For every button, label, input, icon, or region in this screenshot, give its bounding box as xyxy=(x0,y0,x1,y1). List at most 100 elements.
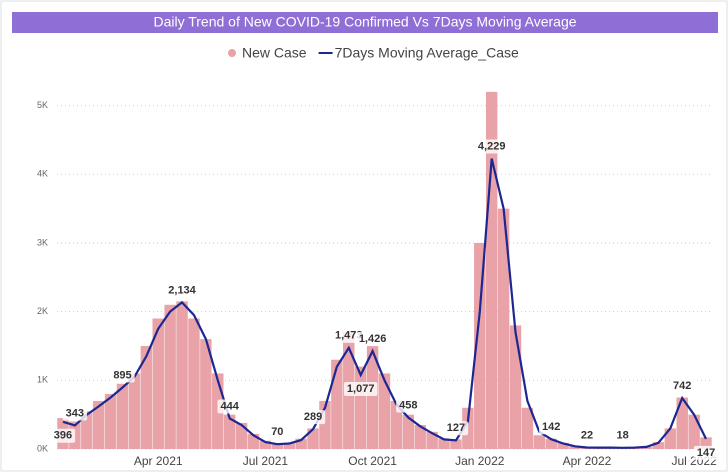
data-label-group: 458 xyxy=(396,398,421,413)
data-label: 2,134 xyxy=(168,284,196,296)
x-tick-label: Oct 2021 xyxy=(348,454,397,468)
bar xyxy=(104,394,117,449)
data-label-bg xyxy=(165,283,199,298)
bar xyxy=(188,318,200,449)
bar xyxy=(223,414,236,449)
data-label-group: 289 xyxy=(300,410,326,425)
data-label-bg xyxy=(62,406,88,421)
data-label: 4,229 xyxy=(478,140,506,152)
data-label: 289 xyxy=(304,411,322,423)
data-label: 127 xyxy=(447,422,465,434)
data-label: 147 xyxy=(697,447,715,459)
bar xyxy=(140,345,153,449)
data-label: 142 xyxy=(542,421,560,433)
data-label-bg xyxy=(268,425,287,440)
bar xyxy=(81,411,93,449)
bar xyxy=(497,208,510,449)
data-label-group: 1,426 xyxy=(355,332,390,347)
data-label-bg xyxy=(670,379,695,394)
data-label-group: 343 xyxy=(62,406,88,421)
data-label-group: 2,134 xyxy=(165,283,199,298)
bar xyxy=(116,383,129,449)
data-label: 70 xyxy=(271,426,283,438)
bar xyxy=(450,439,462,449)
data-label-bg xyxy=(443,421,469,436)
data-label-group: 142 xyxy=(539,420,564,435)
data-label-group: 18 xyxy=(613,428,632,443)
data-label: 22 xyxy=(581,429,593,441)
x-tick-label: Jul 2021 xyxy=(243,454,289,468)
bar xyxy=(414,424,426,449)
data-label-bg xyxy=(539,420,564,435)
data-label: 1,473 xyxy=(335,330,363,342)
data-label: 895 xyxy=(113,369,131,381)
bar xyxy=(438,438,450,449)
bar xyxy=(402,414,415,449)
bar xyxy=(521,407,534,449)
data-label-group: 1,077 xyxy=(343,382,378,397)
bar xyxy=(700,437,712,449)
data-label-group: 127 xyxy=(443,421,469,436)
bar xyxy=(200,339,212,449)
bar xyxy=(509,325,522,449)
legend-label: New Case xyxy=(242,45,307,61)
chart-title: Daily Trend of New COVID-19 Confirmed Vs… xyxy=(153,14,576,30)
data-label-group: 70 xyxy=(268,425,287,440)
data-label-group: 22 xyxy=(577,428,597,443)
bar xyxy=(295,438,307,449)
data-label-group: 4,229 xyxy=(474,139,509,154)
bar xyxy=(354,366,367,449)
data-label-bg xyxy=(217,399,242,414)
data-label: 742 xyxy=(673,380,691,392)
title-bar xyxy=(12,12,718,33)
bar xyxy=(426,431,438,449)
bar xyxy=(545,438,557,449)
x-tick-label: Jan 2022 xyxy=(455,454,505,468)
data-label: 396 xyxy=(54,430,72,442)
data-label: 1,077 xyxy=(347,383,375,395)
data-label-bg xyxy=(613,428,632,443)
bar xyxy=(319,400,331,449)
y-tick-label: 3K xyxy=(37,237,48,247)
legend-label: 7Days Moving Average_Case xyxy=(335,45,519,61)
bar xyxy=(676,397,688,449)
data-label: 458 xyxy=(399,399,417,411)
bar xyxy=(390,400,403,449)
bar xyxy=(652,442,665,449)
y-tick-label: 4K xyxy=(37,169,48,179)
y-tick-label: 0K xyxy=(37,443,48,453)
bar xyxy=(128,373,141,449)
bar xyxy=(474,242,486,449)
data-label-bg xyxy=(110,368,135,383)
data-label-bg xyxy=(343,382,378,397)
y-tick-label: 1K xyxy=(37,375,48,385)
data-label-group: 396 xyxy=(50,428,76,443)
y-tick-label: 5K xyxy=(37,100,48,110)
bar xyxy=(485,91,498,450)
bar xyxy=(569,446,581,449)
data-label: 444 xyxy=(221,400,240,412)
moving-average-line xyxy=(62,158,707,449)
bar xyxy=(533,435,546,449)
bar xyxy=(557,442,569,449)
bar xyxy=(235,422,248,449)
data-label: 1,426 xyxy=(359,333,387,345)
bar xyxy=(247,433,260,449)
y-tick-label: 2K xyxy=(37,306,48,316)
data-label-bg xyxy=(396,398,421,413)
data-label-bg xyxy=(300,410,326,425)
bar xyxy=(378,373,391,449)
data-label-group: 444 xyxy=(217,399,242,414)
bar xyxy=(688,414,700,449)
data-label-group: 147 xyxy=(693,445,719,460)
data-label-bg xyxy=(577,428,597,443)
data-label: 18 xyxy=(617,430,629,442)
bar xyxy=(271,443,284,449)
bar xyxy=(259,440,272,449)
bar xyxy=(152,318,164,449)
data-label-bg xyxy=(50,428,76,443)
data-label-bg xyxy=(693,445,719,460)
bar xyxy=(331,359,343,449)
bar xyxy=(92,400,105,449)
